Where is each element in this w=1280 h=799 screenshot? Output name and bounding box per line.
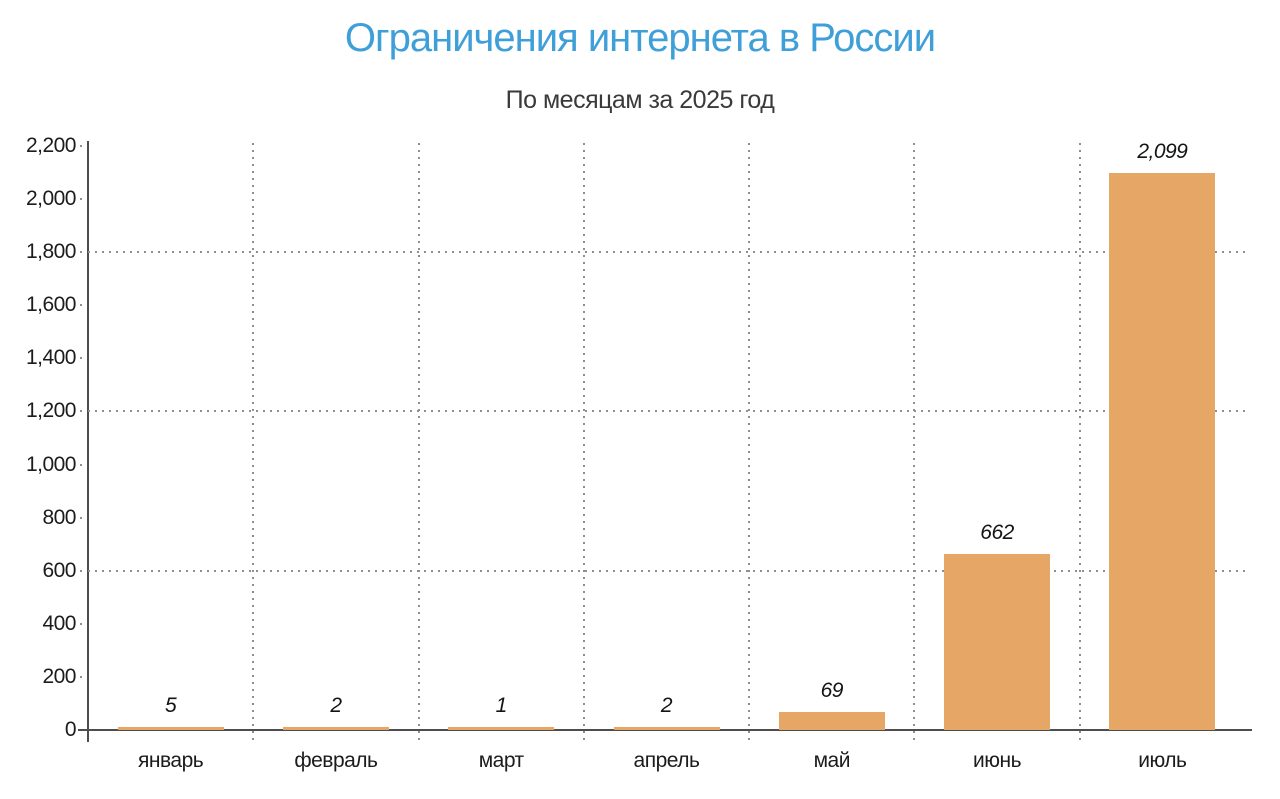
y-tick-label: 1,200 [25,399,77,423]
y-tick-dot [80,569,82,572]
y-tick-dot [80,357,82,360]
v-gridline [582,143,585,745]
y-tick-label: 1,400 [25,346,77,370]
y-tick-label: 1,800 [25,240,77,264]
bar-май [778,711,885,730]
y-tick-dot [80,145,82,147]
x-axis-label-февраль: февраль [294,749,378,772]
y-tick-label: 0 [64,718,77,741]
y-tick-label: 2,000 [25,187,77,211]
bar-value-label: 69 [820,678,844,702]
bar-value-label: 2 [330,694,342,717]
v-gridline [913,143,916,745]
bar-январь [117,727,224,730]
bar-март [448,727,555,730]
y-tick-label: 400 [42,611,76,635]
v-gridline [417,143,420,745]
y-tick-label: 2,200 [25,134,77,157]
bar-value-label: 662 [980,521,1014,545]
y-tick-dot [80,675,82,678]
x-axis-label-июль: июль [1138,749,1187,772]
y-tick-dot [80,516,82,519]
chart-title: Ограничения интернета в России [344,16,936,60]
y-tick-dot [80,463,82,466]
v-gridline [748,143,751,745]
x-axis-line [78,729,1252,731]
y-tick-dot [80,304,82,307]
bar-февраль [282,727,389,730]
chart-subtitle: По месяцам за 2025 год [505,86,775,114]
bar-июнь [944,554,1051,730]
y-tick-dot [80,622,82,625]
bar-июль [1109,172,1216,730]
y-tick-dot [80,198,82,201]
y-tick-dot [80,251,82,254]
bar-апрель [613,727,720,730]
x-axis-label-апрель: апрель [633,749,700,772]
h-gridline [88,251,1245,254]
y-tick-label: 1,600 [25,293,77,317]
h-gridline [88,410,1245,413]
y-tick-dot [80,410,82,413]
y-tick-label: 1,000 [25,452,77,476]
y-tick-label: 800 [42,505,76,529]
bar-value-label: 5 [165,694,177,717]
y-tick-label: 200 [42,664,76,688]
v-gridline [252,143,255,745]
x-axis-label-июнь: июнь [973,749,1022,772]
y-axis-line [87,141,89,742]
bar-value-label: 2,099 [1137,139,1188,163]
bar-value-label: 1 [495,694,508,717]
h-gridline [88,569,1245,572]
v-gridline [1078,143,1081,745]
x-axis-label-январь: январь [138,749,204,772]
y-tick-label: 600 [42,558,76,582]
bar-value-label: 2 [660,694,673,717]
x-axis-label-май: май [813,749,851,772]
x-axis-label-март: март [478,749,524,772]
